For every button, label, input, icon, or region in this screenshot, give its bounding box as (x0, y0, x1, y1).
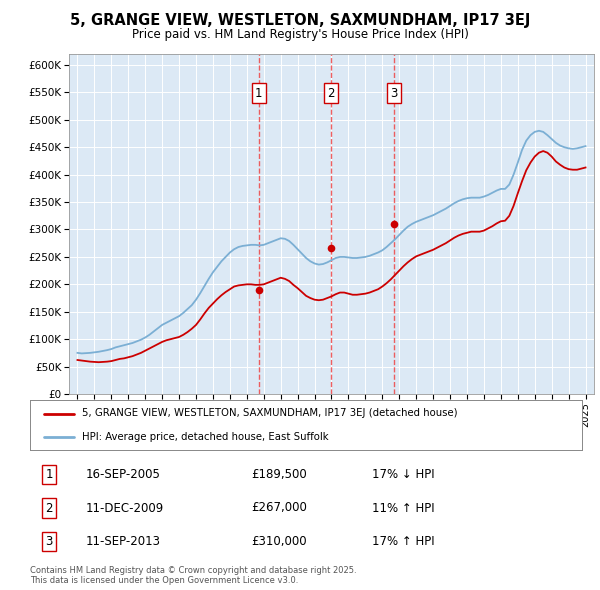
Text: 1: 1 (46, 468, 53, 481)
Text: 1: 1 (255, 87, 263, 100)
Text: 2: 2 (327, 87, 334, 100)
Text: 11-SEP-2013: 11-SEP-2013 (85, 535, 160, 548)
Text: Price paid vs. HM Land Registry's House Price Index (HPI): Price paid vs. HM Land Registry's House … (131, 28, 469, 41)
Text: £267,000: £267,000 (251, 502, 307, 514)
Text: 17% ↓ HPI: 17% ↓ HPI (372, 468, 435, 481)
Text: Contains HM Land Registry data © Crown copyright and database right 2025.
This d: Contains HM Land Registry data © Crown c… (30, 566, 356, 585)
Text: HPI: Average price, detached house, East Suffolk: HPI: Average price, detached house, East… (82, 431, 329, 441)
Text: 11-DEC-2009: 11-DEC-2009 (85, 502, 163, 514)
Text: 5, GRANGE VIEW, WESTLETON, SAXMUNDHAM, IP17 3EJ: 5, GRANGE VIEW, WESTLETON, SAXMUNDHAM, I… (70, 13, 530, 28)
Text: 2: 2 (46, 502, 53, 514)
Text: 3: 3 (391, 87, 398, 100)
Text: 3: 3 (46, 535, 53, 548)
Text: 17% ↑ HPI: 17% ↑ HPI (372, 535, 435, 548)
Text: 16-SEP-2005: 16-SEP-2005 (85, 468, 160, 481)
Text: 5, GRANGE VIEW, WESTLETON, SAXMUNDHAM, IP17 3EJ (detached house): 5, GRANGE VIEW, WESTLETON, SAXMUNDHAM, I… (82, 408, 458, 418)
Text: £310,000: £310,000 (251, 535, 307, 548)
Text: £189,500: £189,500 (251, 468, 307, 481)
Text: 11% ↑ HPI: 11% ↑ HPI (372, 502, 435, 514)
